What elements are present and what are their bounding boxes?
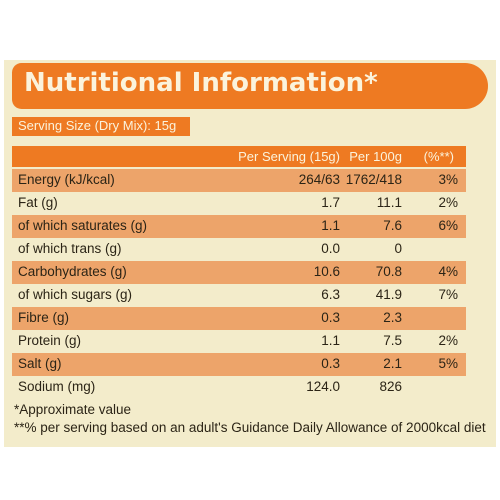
row-per-100g: 1762/418: [345, 172, 402, 187]
row-percent: 2%: [438, 333, 458, 348]
row-per-100g: 2.1: [383, 356, 402, 371]
header-percent: (%**): [423, 149, 454, 164]
nutrition-panel: Nutritional Information* Serving Size (D…: [4, 60, 496, 447]
row-per-serving: 264/63: [298, 172, 340, 187]
table-row: Fat (g) 1.7 11.1 2%: [12, 192, 466, 215]
title-banner: Nutritional Information*: [12, 63, 488, 109]
row-nutrient: Carbohydrates (g): [18, 264, 127, 279]
row-nutrient: of which saturates (g): [18, 218, 148, 233]
table-row: of which saturates (g) 1.1 7.6 6%: [12, 215, 466, 238]
row-nutrient: Fibre (g): [18, 310, 70, 325]
row-percent: 5%: [438, 356, 458, 371]
serving-size-banner: Serving Size (Dry Mix): 15g: [12, 117, 190, 136]
row-per-100g: 70.8: [375, 264, 402, 279]
row-per-serving: 10.6: [313, 264, 340, 279]
table-row: Energy (kJ/kcal) 264/63 1762/418 3%: [12, 169, 466, 192]
table-row: Protein (g) 1.1 7.5 2%: [12, 330, 466, 353]
row-nutrient: Salt (g): [18, 356, 62, 371]
row-per-100g: 7.5: [383, 333, 402, 348]
table-row: Salt (g) 0.3 2.1 5%: [12, 353, 466, 376]
header-per-serving: Per Serving (15g): [238, 149, 340, 164]
row-per-serving: 1.1: [321, 218, 340, 233]
row-nutrient: of which sugars (g): [18, 287, 133, 302]
row-per-serving: 0.0: [321, 241, 340, 256]
table-row: of which trans (g) 0.0 0: [12, 238, 466, 261]
row-percent: 2%: [438, 195, 458, 210]
row-per-serving: 0.3: [321, 356, 340, 371]
row-percent: 7%: [438, 287, 458, 302]
page-title: Nutritional Information*: [24, 68, 378, 98]
row-nutrient: Fat (g): [18, 195, 58, 210]
row-percent: 4%: [438, 264, 458, 279]
table-row: Fibre (g) 0.3 2.3: [12, 307, 466, 330]
row-per-serving: 0.3: [321, 310, 340, 325]
table-header: Per Serving (15g) Per 100g (%**): [12, 146, 466, 167]
row-per-100g: 0: [394, 241, 402, 256]
nutrition-table: Per Serving (15g) Per 100g (%**) Energy …: [12, 146, 466, 399]
footnote-approximate: *Approximate value: [14, 402, 132, 417]
row-nutrient: Sodium (mg): [18, 379, 96, 394]
row-per-100g: 826: [379, 379, 402, 394]
row-per-100g: 7.6: [383, 218, 402, 233]
row-per-serving: 124.0: [306, 379, 340, 394]
row-per-100g: 2.3: [383, 310, 402, 325]
serving-size-label: Serving Size (Dry Mix): 15g: [18, 118, 177, 133]
row-per-100g: 11.1: [376, 195, 402, 210]
row-per-100g: 41.9: [375, 287, 402, 302]
row-percent: 3%: [438, 172, 458, 187]
row-nutrient: of which trans (g): [18, 241, 122, 256]
header-per-100g: Per 100g: [349, 149, 402, 164]
table-row: Sodium (mg) 124.0 826: [12, 376, 466, 399]
table-row: of which sugars (g) 6.3 41.9 7%: [12, 284, 466, 307]
row-percent: 6%: [438, 218, 458, 233]
row-per-serving: 1.7: [321, 195, 340, 210]
row-per-serving: 1.1: [321, 333, 340, 348]
row-nutrient: Energy (kJ/kcal): [18, 172, 115, 187]
table-row: Carbohydrates (g) 10.6 70.8 4%: [12, 261, 466, 284]
row-nutrient: Protein (g): [18, 333, 82, 348]
row-per-serving: 6.3: [321, 287, 340, 302]
footnote-gda: **% per serving based on an adult's Guid…: [14, 420, 486, 435]
